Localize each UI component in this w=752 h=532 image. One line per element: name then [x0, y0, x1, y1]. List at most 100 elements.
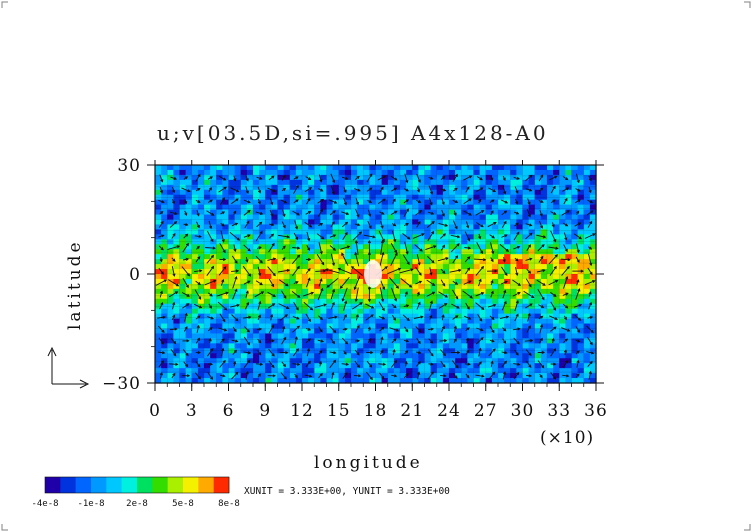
heatmap-cell [271, 249, 279, 255]
wind-vector [267, 187, 276, 192]
heatmap-cell [418, 288, 426, 295]
heatmap-cell [547, 323, 554, 330]
heatmap-cell [393, 219, 401, 226]
heatmap-cell [467, 229, 475, 235]
heatmap-cell [332, 174, 340, 181]
heatmap-cell [510, 363, 517, 369]
heatmap-cell [197, 239, 205, 245]
heatmap-cell [228, 353, 236, 359]
heatmap-cell [461, 194, 468, 201]
heatmap-cell [161, 209, 168, 216]
wind-vector [489, 325, 495, 333]
wind-vector-head [198, 305, 203, 309]
heatmap-cell [204, 239, 211, 245]
heatmap-cell [467, 298, 475, 305]
heatmap-cell [583, 283, 591, 290]
heatmap-cell [387, 353, 395, 359]
heatmap-cell [583, 318, 591, 325]
heatmap-cell [332, 234, 340, 240]
wind-vector [171, 266, 175, 277]
heatmap-cell [210, 298, 217, 305]
heatmap-cell [522, 219, 530, 226]
wind-vector [255, 231, 263, 242]
heatmap-cell [197, 269, 205, 275]
wind-vector [380, 240, 384, 255]
heatmap-cell [185, 249, 193, 255]
wind-vector [159, 174, 163, 182]
heatmap-cell [498, 313, 505, 320]
heatmap-cell [461, 373, 468, 379]
heatmap-cell [424, 323, 432, 330]
heatmap-cell [553, 234, 560, 240]
wind-vector [278, 303, 289, 309]
heatmap-cell [363, 348, 370, 354]
heatmap-cell [234, 358, 242, 364]
heatmap-cell [204, 269, 211, 275]
heatmap-cell [155, 283, 162, 290]
heatmap-cell [442, 358, 450, 364]
heatmap-cell [424, 328, 432, 335]
heatmap-cell [246, 169, 254, 176]
wind-vector-head [504, 280, 508, 284]
heatmap-cell [246, 204, 254, 211]
heatmap-cell [589, 269, 597, 275]
heatmap-cell [351, 353, 358, 359]
heatmap-cell [473, 204, 481, 211]
wind-vector [306, 348, 310, 357]
heatmap-cell [155, 293, 162, 300]
wind-vector [338, 268, 352, 275]
heatmap-cell [222, 373, 230, 379]
wind-vector-head [564, 223, 569, 227]
wind-vector-head [578, 222, 582, 226]
heatmap-cell [449, 224, 456, 230]
heatmap-cell [210, 219, 217, 226]
heatmap-cell [583, 214, 591, 221]
heatmap-cell [344, 363, 352, 369]
heatmap-cell [265, 239, 272, 245]
heatmap-cell [510, 298, 517, 305]
heatmap-cell [265, 358, 272, 364]
heatmap-cell [351, 328, 358, 335]
heatmap-cell [430, 174, 438, 181]
heatmap-cell [259, 343, 266, 349]
heatmap-cell [375, 328, 383, 335]
heatmap-cell [393, 165, 401, 171]
wind-vector-head [319, 316, 323, 321]
heatmap-cell [320, 373, 328, 379]
heatmap-cell [479, 308, 487, 315]
heatmap-cell [418, 169, 426, 176]
heatmap-cell [210, 199, 217, 206]
heatmap-cell [277, 278, 285, 285]
heatmap-cell [479, 199, 487, 206]
wind-vector-head [283, 336, 287, 341]
wind-vector [440, 268, 446, 274]
heatmap-cell [387, 239, 395, 245]
heatmap-cell [246, 269, 254, 275]
heatmap-cell [338, 378, 346, 384]
heatmap-cell [210, 368, 217, 374]
wind-vector-head [162, 315, 166, 319]
wind-vector-head [454, 226, 458, 230]
wind-vector-head [197, 173, 201, 177]
heatmap-cell [455, 209, 462, 216]
wind-vector-head [503, 191, 507, 195]
heatmap-cell [406, 174, 413, 181]
wind-vector [415, 326, 422, 333]
heatmap-cell [540, 283, 548, 290]
heatmap-cell [320, 219, 328, 226]
heatmap-cell [308, 378, 315, 384]
heatmap-cell [393, 214, 401, 221]
heatmap-cell [540, 328, 548, 335]
heatmap-cell [363, 174, 370, 181]
heatmap-cell [167, 234, 174, 240]
heatmap-cell [381, 353, 389, 359]
heatmap-cell [314, 318, 321, 325]
heatmap-cell [197, 318, 205, 325]
wind-vector-head [432, 282, 436, 286]
heatmap-cell [559, 283, 566, 290]
wind-vector [538, 174, 544, 182]
wind-vector-head [405, 350, 409, 354]
heatmap-cell [540, 264, 548, 270]
heatmap-cell [246, 244, 254, 250]
wind-vector [513, 363, 520, 366]
